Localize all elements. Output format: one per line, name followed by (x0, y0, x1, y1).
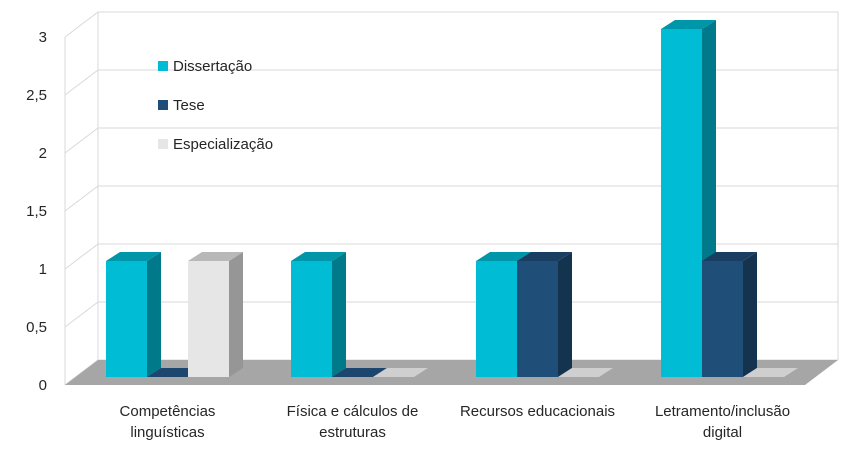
bar-front (661, 29, 702, 377)
bar-top (373, 368, 428, 377)
chart-floor (65, 360, 838, 385)
x-tick-label: Recursos educacionais (460, 403, 615, 420)
bar-front (517, 261, 558, 377)
legend: Dissertação Tese Especialização (158, 58, 273, 153)
chart-walls (64, 11, 839, 386)
legend-swatch (158, 139, 168, 149)
bar-top (476, 252, 531, 261)
bar-front (291, 261, 332, 377)
legend-item: Tese (158, 97, 205, 114)
legend-label: Tese (173, 97, 205, 114)
bar-top (188, 252, 243, 261)
legend-swatch (158, 100, 168, 110)
bar (558, 368, 613, 377)
y-tick-label: 2,5 (26, 87, 47, 104)
bar-side (147, 252, 161, 377)
y-tick-label: 1,5 (26, 203, 47, 220)
bar-front (106, 261, 147, 377)
bar-front (702, 261, 743, 377)
bar-side (743, 252, 757, 377)
legend-item: Especialização (158, 136, 273, 153)
bar (106, 252, 161, 377)
bar (702, 252, 757, 377)
bar (332, 368, 387, 377)
chart-bars (106, 20, 798, 377)
bar-top (517, 252, 572, 261)
bar (373, 368, 428, 377)
bar (517, 252, 572, 377)
legend-label: Dissertação (173, 58, 252, 75)
bar-top (106, 252, 161, 261)
bar (743, 368, 798, 377)
x-tick-label: Letramento/inclusão digital (655, 403, 790, 441)
legend-item: Dissertação (158, 58, 252, 75)
bar-top (661, 20, 716, 29)
bar-top (332, 368, 387, 377)
bar-top (702, 252, 757, 261)
bar-front (476, 261, 517, 377)
bar-top (291, 252, 346, 261)
y-tick-label: 2 (39, 145, 47, 162)
y-tick-label: 0 (39, 377, 47, 394)
bar-side (558, 252, 572, 377)
y-tick-label: 1 (39, 261, 47, 278)
y-axis-ticks: 0 0,5 1 1,5 2 2,5 3 (26, 29, 47, 394)
bar-side (332, 252, 346, 377)
y-tick-label: 0,5 (26, 319, 47, 336)
y-tick-label: 3 (39, 29, 47, 46)
legend-label: Especialização (173, 136, 273, 153)
bar (291, 252, 346, 377)
x-axis-labels: Competências linguísticas Física e cálculo… (120, 403, 790, 441)
x-tick-label: Competências linguísticas (120, 403, 216, 441)
bar-front (188, 261, 229, 377)
bar-top (558, 368, 613, 377)
bar (661, 20, 716, 377)
gridline (64, 185, 838, 212)
gridline (64, 11, 838, 38)
bar-side (229, 252, 243, 377)
x-tick-label: Física e cálculos de estruturas (287, 403, 419, 441)
legend-swatch (158, 61, 168, 71)
floor-top (65, 360, 838, 385)
bar-top (743, 368, 798, 377)
bar (188, 252, 243, 377)
